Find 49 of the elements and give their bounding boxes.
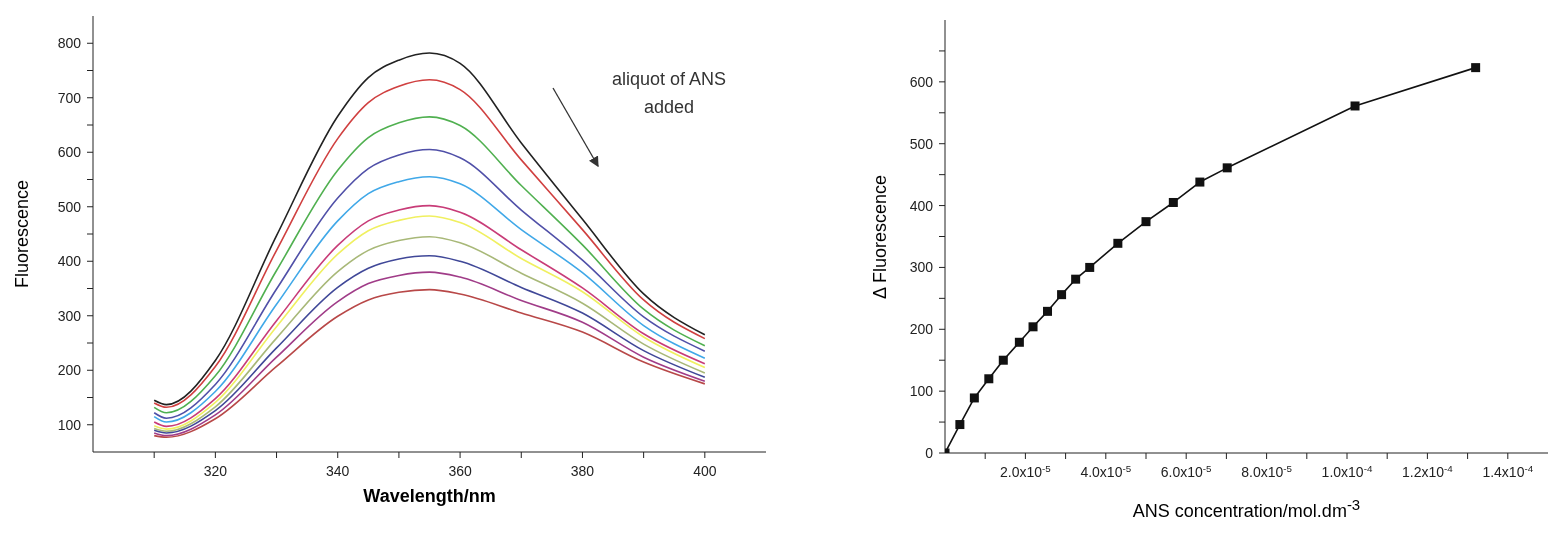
x-tick-label: 400 (693, 463, 717, 479)
x-tick-label: 6.0x10$^{-5}$ (1160, 462, 1213, 480)
x-axis-title: Wavelength/nm (362, 486, 497, 507)
point (1085, 262, 1095, 272)
point (955, 420, 965, 430)
x-tick-label: 1.2x10$^{-4}$ (1402, 462, 1454, 480)
point (1043, 306, 1053, 316)
y-axis-title: Fluorescence (11, 179, 33, 289)
y-tick-label: 300 (57, 307, 82, 324)
x-tick-label: 2.0x10$^{-5}$ (1000, 462, 1052, 480)
y-tick-label: 800 (57, 35, 82, 52)
y-tick-label: 500 (909, 135, 934, 152)
point (969, 393, 979, 403)
point (1113, 238, 1123, 248)
y-tick-label: 100 (909, 383, 934, 400)
y-tick-label: 300 (909, 259, 934, 276)
point (1168, 197, 1178, 207)
y-tick-label: 500 (57, 198, 82, 215)
point (1057, 290, 1067, 300)
point (1071, 274, 1081, 284)
point (1195, 177, 1205, 187)
x-tick-label: 8.0x10$^{-5}$ (1241, 462, 1293, 480)
point (1014, 337, 1024, 347)
x-axis-title: ANS concentration/mol.dm$^{-3}$ (1131, 496, 1362, 522)
y-tick-label: 400 (57, 253, 82, 270)
x-tick-label: 380 (570, 463, 595, 479)
y-axis-title: Δ Fluorescence (869, 174, 891, 299)
point (984, 374, 994, 384)
x-tick-label: 340 (326, 463, 350, 479)
point (1350, 101, 1360, 111)
y-tick-label: 600 (57, 144, 82, 161)
x-tick-label: 360 (448, 463, 472, 479)
y-tick-label: 0 (925, 445, 934, 461)
x-tick-label: 1.4x10$^{-4}$ (1482, 462, 1534, 480)
y-tick-label: 600 (909, 73, 934, 90)
point (1471, 63, 1481, 73)
x-tick-label: 1.0x10$^{-4}$ (1321, 462, 1373, 480)
annotation: aliquot of ANS added (610, 68, 728, 119)
y-tick-label: 200 (909, 321, 934, 338)
y-tick-label: 700 (57, 89, 82, 106)
y-tick-label: 400 (909, 197, 934, 214)
x-tick-label: 320 (203, 463, 228, 479)
x-tick-label: 4.0x10$^{-5}$ (1080, 462, 1132, 480)
point (998, 355, 1008, 365)
point (1028, 322, 1038, 332)
point (1141, 217, 1151, 227)
point (1222, 163, 1232, 173)
y-tick-label: 200 (57, 362, 82, 379)
y-tick-label: 100 (57, 416, 82, 433)
